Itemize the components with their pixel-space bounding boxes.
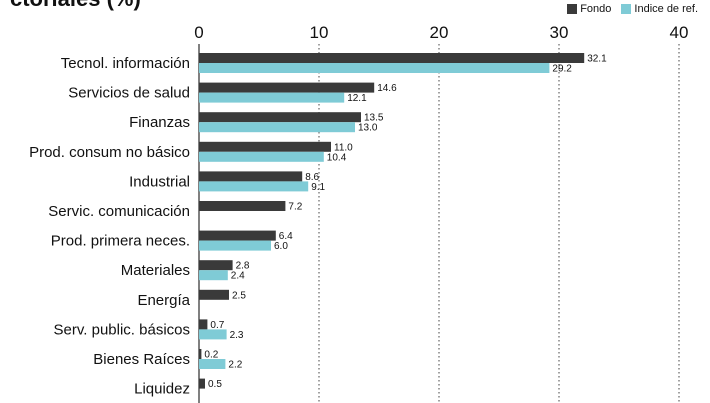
category-label: Materiales	[121, 262, 190, 279]
category-label: Industrial	[129, 173, 190, 190]
chart-title: ctoriales (%)	[10, 0, 141, 12]
data-label-fund: 0.5	[208, 379, 222, 390]
bar-benchmark	[199, 122, 355, 133]
bar-fund	[199, 289, 229, 300]
data-label-benchmark: 10.4	[327, 152, 347, 163]
data-label-benchmark: 6.0	[274, 241, 288, 252]
x-tick-label-30: 30	[550, 23, 569, 42]
data-label-fund: 2.5	[232, 290, 246, 301]
data-label-fund: 13.5	[364, 113, 384, 124]
data-label-fund: 0.7	[210, 320, 224, 331]
legend-item-fund: Fondo	[567, 3, 611, 15]
x-tick-label-20: 20	[430, 23, 449, 42]
category-label: Tecnol. información	[61, 55, 190, 72]
bar-benchmark	[199, 270, 228, 281]
data-label-fund: 2.8	[236, 261, 250, 272]
category-label: Bienes Raíces	[93, 351, 190, 368]
legend-swatch-fund	[567, 4, 578, 14]
x-tick-label-0: 0	[194, 23, 203, 42]
data-label-fund: 14.6	[377, 83, 397, 94]
bar-fund	[199, 349, 202, 359]
bar-benchmark	[199, 329, 227, 340]
category-label: Liquidez	[134, 381, 190, 398]
bar-fund	[199, 319, 208, 330]
x-tick-label-40: 40	[670, 23, 689, 42]
data-label-benchmark: 2.3	[230, 330, 244, 341]
bar-fund	[199, 201, 286, 211]
bar-fund	[199, 82, 375, 93]
data-label-benchmark: 2.2	[228, 360, 242, 371]
chart-legend: Fondo Indice de ref.	[557, 3, 698, 15]
category-label: Servicios de salud	[68, 85, 190, 102]
category-label: Prod. consum no básico	[29, 144, 190, 161]
bar-fund	[199, 260, 233, 271]
data-label-benchmark: 29.2	[552, 64, 572, 75]
bar-fund	[199, 171, 303, 182]
bar-benchmark	[199, 359, 226, 369]
category-label: Serv. public. básicos	[54, 321, 190, 338]
data-label-benchmark: 9.1	[311, 182, 325, 193]
bar-benchmark	[199, 92, 345, 103]
data-label-fund: 32.1	[587, 54, 607, 65]
data-label-fund: 7.2	[288, 202, 302, 213]
legend-item-benchmark: Indice de ref.	[621, 3, 698, 15]
bar-benchmark	[199, 151, 324, 162]
data-label-benchmark: 12.1	[347, 93, 367, 104]
data-label-fund: 0.2	[204, 350, 218, 361]
data-label-benchmark: 13.0	[358, 123, 378, 134]
bar-fund	[199, 141, 331, 152]
bar-benchmark	[199, 181, 309, 192]
x-tick-label-10: 10	[310, 23, 329, 42]
category-label: Finanzas	[129, 114, 190, 131]
legend-label-fund: Fondo	[580, 3, 612, 15]
category-label: Servic. comunicación	[48, 203, 190, 220]
data-label-fund: 8.6	[305, 172, 319, 183]
bar-fund	[199, 378, 205, 389]
data-label-fund: 6.4	[279, 231, 293, 242]
bar-fund	[199, 230, 276, 241]
data-label-benchmark: 2.4	[231, 271, 245, 282]
data-label-fund: 11.0	[334, 142, 353, 153]
category-label: Energía	[137, 292, 190, 309]
bar-benchmark	[199, 240, 271, 251]
bar-fund	[199, 112, 361, 123]
legend-label-benchmark: Indice de ref.	[634, 3, 698, 15]
bar-fund	[199, 53, 585, 63]
category-label: Prod. primera neces.	[51, 233, 190, 250]
bar-benchmark	[199, 63, 550, 73]
legend-swatch-benchmark	[621, 4, 632, 14]
